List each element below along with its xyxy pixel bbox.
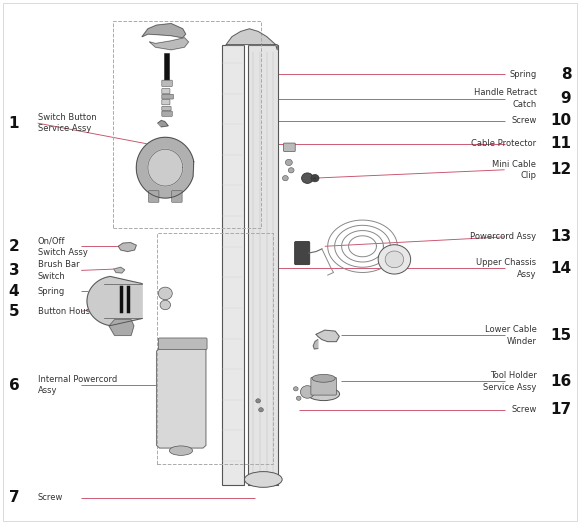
FancyBboxPatch shape [162,89,170,94]
Circle shape [300,386,314,398]
Text: On/Off
Switch Assy: On/Off Switch Assy [38,236,88,257]
FancyBboxPatch shape [162,106,171,111]
Text: Button Housing: Button Housing [38,307,103,316]
Text: 4: 4 [9,284,19,299]
Text: 5: 5 [9,304,19,319]
Polygon shape [87,277,142,325]
Circle shape [256,399,260,403]
Text: Screw: Screw [511,116,536,125]
Text: Brush Bar
Switch: Brush Bar Switch [38,260,79,281]
Ellipse shape [312,374,335,383]
Polygon shape [226,29,277,50]
Text: Screw: Screw [511,405,536,414]
FancyBboxPatch shape [148,191,159,202]
Polygon shape [157,346,206,448]
Circle shape [293,387,298,391]
FancyBboxPatch shape [162,80,172,86]
Circle shape [259,408,263,412]
Polygon shape [150,38,188,50]
Text: 10: 10 [550,113,571,128]
Text: 1: 1 [9,116,19,130]
Text: Upper Chassis
Assy: Upper Chassis Assy [476,258,536,279]
Polygon shape [118,243,136,252]
Text: Spring: Spring [38,287,65,296]
FancyBboxPatch shape [162,111,172,116]
Circle shape [302,173,313,183]
Circle shape [296,396,301,400]
Circle shape [385,251,404,268]
Text: 15: 15 [550,328,571,343]
Text: Tool Holder
Service Assy: Tool Holder Service Assy [483,371,536,392]
Text: 3: 3 [9,263,19,278]
Text: 11: 11 [550,136,571,151]
Text: 16: 16 [550,374,571,389]
Circle shape [282,176,288,181]
Ellipse shape [169,446,193,455]
Text: 2: 2 [9,239,20,254]
FancyBboxPatch shape [295,242,310,265]
Polygon shape [109,320,134,335]
Ellipse shape [245,472,282,487]
Text: Handle Retract
Catch: Handle Retract Catch [473,88,536,109]
Text: Screw: Screw [38,493,63,503]
FancyBboxPatch shape [222,45,244,485]
Polygon shape [142,24,186,38]
Text: 9: 9 [561,91,571,106]
Text: Lower Cable
Winder: Lower Cable Winder [485,325,536,346]
Text: 6: 6 [9,378,20,392]
Text: Powercord Assy: Powercord Assy [470,232,536,242]
Text: Cable Protector: Cable Protector [472,139,536,148]
FancyBboxPatch shape [162,100,170,105]
FancyBboxPatch shape [248,45,278,485]
Text: 17: 17 [550,402,571,417]
Text: 13: 13 [550,230,571,244]
Text: 14: 14 [550,261,571,276]
Polygon shape [136,137,194,198]
Polygon shape [316,330,339,342]
Text: Switch Button
Service Assy: Switch Button Service Assy [38,113,96,134]
Polygon shape [158,121,168,127]
FancyBboxPatch shape [162,94,173,99]
Circle shape [285,159,292,166]
Circle shape [160,300,171,310]
Text: Internal Powercord
Assy: Internal Powercord Assy [38,375,117,396]
FancyBboxPatch shape [158,338,207,350]
FancyBboxPatch shape [172,191,182,202]
Circle shape [288,168,294,173]
Text: 12: 12 [550,162,571,177]
Ellipse shape [308,388,340,401]
Polygon shape [148,149,183,186]
Polygon shape [114,267,125,273]
Text: 8: 8 [561,67,571,82]
FancyBboxPatch shape [164,53,169,80]
FancyBboxPatch shape [284,143,295,151]
FancyBboxPatch shape [311,377,336,395]
Text: Spring: Spring [509,70,536,79]
Polygon shape [313,340,318,349]
Text: Mini Cable
Clip: Mini Cable Clip [492,159,536,180]
Circle shape [378,245,411,274]
Text: 7: 7 [9,490,19,505]
Circle shape [158,287,172,300]
Circle shape [311,174,319,182]
